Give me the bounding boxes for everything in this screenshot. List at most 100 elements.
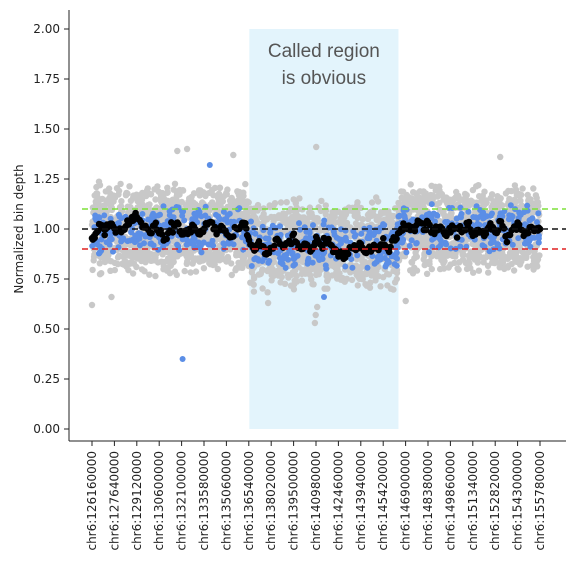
raw-bin-point [273,270,280,277]
raw-bin-point [448,199,455,207]
raw-bin-point [96,260,104,267]
raw-bin-point [407,181,414,188]
raw-bin-point [420,195,428,202]
raw-bin-point [395,199,402,207]
filtered-bin-point [285,256,292,263]
filtered-bin-point [139,211,146,217]
raw-bin-point [321,285,328,292]
raw-bin-point [366,284,374,291]
raw-bin-point [291,281,298,288]
raw-bin-point [505,187,512,195]
y-tick-label: 2.00 [33,22,60,36]
raw-bin-point [364,211,372,219]
raw-bin-point [283,199,290,206]
raw-bin-point [374,198,382,205]
filtered-bin-point [191,244,198,251]
raw-bin-point [117,180,124,188]
x-tick-label: chr6:138020000 [264,451,278,551]
filtered-bin-point [457,243,464,250]
raw-bin-point [373,267,380,274]
raw-bin-point [336,270,343,277]
raw-bin-point [440,196,447,203]
raw-bin-point [228,260,235,267]
raw-bin-point [209,186,216,194]
raw-bin-point [438,256,445,264]
raw-bin-point [510,267,518,274]
raw-bin-point [480,254,487,261]
smoothed-depth-point [290,230,298,237]
raw-bin-point [421,261,428,269]
filtered-bin-point [304,260,311,267]
filtered-bin-point [316,257,323,263]
filtered-bin-point [480,215,486,222]
raw-bin-point [165,258,173,265]
filtered-bin-point [342,263,349,270]
raw-bin-point [517,197,524,204]
filtered-bin-point [296,220,302,227]
filtered-bin-point [443,241,450,248]
raw-bin-point [259,285,266,292]
raw-bin-point-outlier [183,145,191,153]
raw-bin-point [367,279,374,286]
raw-bin-point [359,216,366,223]
filtered-bin-point [348,256,355,263]
raw-bin-point [232,267,239,274]
raw-bin-point [329,272,336,279]
filtered-bin-point [248,263,255,269]
raw-bin-point-outlier [313,143,320,151]
filtered-bin-point [373,258,380,265]
raw-bin-point [126,204,133,211]
filtered-bin-point [457,204,464,211]
raw-bin-point [105,185,113,192]
raw-bin-point [462,259,469,267]
raw-bin-point [205,182,212,189]
raw-bin-point [451,259,458,267]
raw-bin-point-outlier [497,153,504,161]
filtered-bin-point [280,255,287,262]
filtered-bin-point [381,222,388,229]
filtered-bin-point [216,216,223,223]
filtered-bin-point [157,211,163,218]
raw-bin-point [238,195,245,202]
raw-bin-point [478,194,485,201]
filtered-bin-point [269,222,276,229]
raw-bin-point [236,251,243,258]
raw-bin-point [485,269,492,276]
raw-bin-point [107,267,114,274]
raw-bin-point [216,184,224,191]
raw-bin-point [174,251,181,259]
filtered-bin-point [128,229,135,236]
raw-bin-point [166,270,174,277]
raw-bin-point-outlier [230,151,237,159]
raw-bin-point [372,273,380,280]
raw-bin-point [393,275,400,283]
filtered-bin-point [119,237,126,243]
raw-bin-point [133,191,140,198]
smoothed-depth-point [271,242,278,250]
raw-bin-point [234,188,241,195]
filtered-bin-point [395,213,402,220]
smoothed-depth-point [393,235,400,243]
raw-bin-point [448,251,455,259]
raw-bin-point [171,268,179,275]
raw-bin-point [181,267,188,275]
raw-bin-point [171,180,179,187]
raw-bin-point [111,194,119,201]
filtered-bin-point [149,212,156,219]
smoothed-depth-point [230,233,237,240]
raw-bin-point [185,202,192,209]
filtered-bin-point [322,262,329,269]
raw-bin-point [163,189,171,196]
filtered-bin-point [251,256,258,263]
raw-bin-point [300,214,308,221]
x-tick-label: chr6:152820000 [488,451,502,551]
filtered-bin-point [266,257,273,264]
filtered-bin-point [174,241,181,248]
filtered-bin-point [473,203,480,210]
smoothed-depth-point [524,229,532,237]
raw-bin-point [290,286,298,293]
y-tick-label: 0.50 [33,322,60,336]
raw-bin-point [463,265,471,273]
filtered-bin-point [394,255,400,262]
raw-bin-point [432,183,439,190]
